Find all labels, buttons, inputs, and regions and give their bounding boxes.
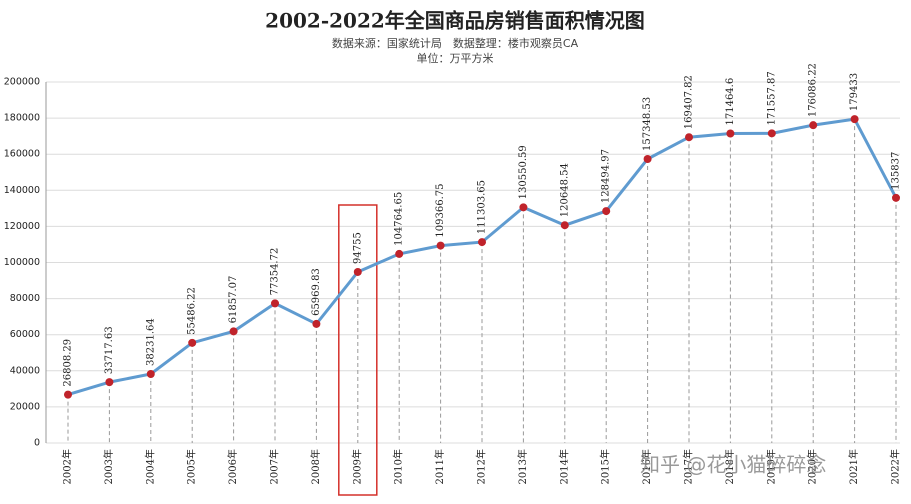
marker [436, 241, 445, 250]
marker [395, 249, 404, 258]
value-label: 109366.75 [435, 184, 446, 238]
marker [602, 207, 611, 216]
marker [105, 378, 114, 387]
marker [478, 238, 486, 247]
y-tick-label: 100000 [4, 257, 40, 268]
value-label: 77354.72 [270, 248, 281, 296]
watermark: 知乎 @花小猫碎碎念 [640, 453, 826, 477]
value-label: 169407.82 [684, 75, 695, 129]
x-tick-label: 2016年 [640, 449, 653, 484]
x-tick-label: 2014年 [557, 449, 570, 484]
marker [643, 154, 652, 163]
marker [146, 369, 155, 378]
marker [850, 115, 859, 124]
chart-title: 2002-2022年全国商品房销售面积情况图 [265, 9, 645, 33]
x-tick-label: 2011年 [433, 449, 446, 484]
x-tick-label: 2003年 [102, 449, 115, 484]
y-tick-label: 20000 [10, 401, 40, 412]
x-tick-label: 2019年 [764, 449, 777, 484]
marker [726, 129, 735, 138]
unit-label: 单位：万平方米 [417, 51, 494, 65]
marker [353, 267, 362, 276]
x-tick-label: 2015年 [599, 449, 612, 484]
x-tick-label: 2012年 [475, 449, 488, 484]
value-label: 135837 [891, 152, 902, 190]
value-label: 171464.6 [725, 78, 736, 126]
value-label: 94755 [352, 232, 363, 264]
x-tick-label: 2009年 [350, 449, 363, 484]
marker [229, 327, 238, 336]
marker [64, 390, 72, 399]
marker [188, 338, 197, 347]
x-tick-label: 2021年 [847, 449, 860, 484]
y-tick-label: 120000 [4, 221, 40, 232]
x-tick-label: 2004年 [143, 449, 156, 484]
value-label: 38231.64 [145, 318, 156, 366]
marker [312, 319, 321, 328]
x-tick-label: 2013年 [516, 449, 529, 484]
y-tick-label: 80000 [10, 293, 40, 304]
value-label: 65969.83 [311, 268, 322, 316]
value-label: 26808.29 [63, 339, 74, 387]
y-tick-label: 140000 [4, 185, 40, 196]
y-tick-label: 40000 [10, 365, 40, 376]
y-tick-label: 60000 [10, 329, 40, 340]
marker [685, 133, 693, 142]
x-tick-label: 2010年 [392, 449, 405, 484]
value-label: 157348.53 [642, 97, 653, 151]
value-label: 128494.97 [601, 149, 612, 203]
y-tick-label: 0 [34, 438, 40, 449]
marker [892, 193, 900, 202]
marker [519, 203, 528, 212]
x-tick-label: 2006年 [226, 449, 239, 484]
value-label: 120648.54 [559, 163, 570, 217]
x-tick-label: 2005年 [185, 449, 198, 484]
value-label: 130550.59 [518, 145, 529, 199]
value-label: 111303.65 [477, 180, 488, 234]
x-tick-label: 2018年 [723, 449, 736, 484]
y-tick-label: 180000 [4, 113, 40, 124]
value-label: 104764.65 [394, 192, 405, 246]
marker [560, 221, 569, 230]
value-label: 179433 [849, 73, 860, 111]
marker [809, 121, 818, 130]
marker [271, 299, 279, 308]
x-tick-label: 2020年 [806, 449, 819, 484]
x-tick-label: 2022年 [889, 449, 902, 484]
value-label: 171557.87 [766, 71, 777, 125]
value-label: 61857.07 [228, 276, 239, 324]
value-label: 33717.63 [104, 326, 115, 374]
value-label: 55486.22 [187, 287, 198, 335]
value-label: 176086.22 [808, 63, 819, 117]
y-tick-label: 200000 [4, 77, 40, 88]
highlight-box [338, 204, 378, 496]
x-tick-label: 2017年 [682, 449, 695, 484]
x-tick-label: 2007年 [268, 449, 281, 484]
x-tick-label: 2008年 [309, 449, 322, 484]
marker [767, 129, 776, 138]
x-tick-label: 2002年 [61, 449, 74, 484]
y-tick-label: 160000 [4, 149, 40, 160]
chart-subtitle: 数据来源：国家统计局 数据整理：楼市观察员CA [332, 36, 579, 50]
